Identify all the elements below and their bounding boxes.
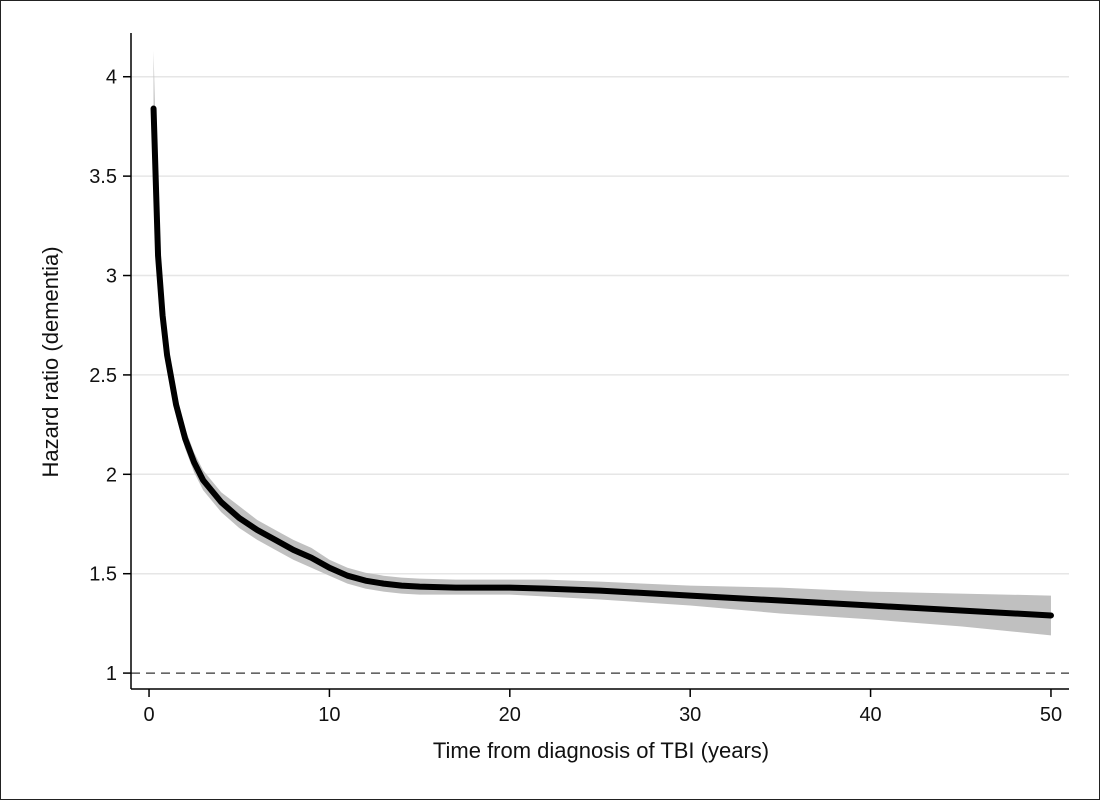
axis-layer: 11.522.533.540 10 20 30 40 50 xyxy=(89,33,1069,726)
series-line-layer xyxy=(150,105,1054,619)
x-tick-label-5: 50 xyxy=(1040,704,1062,726)
x-tick-label-3: 30 xyxy=(679,704,701,726)
y-tick-label-1: 1.5 xyxy=(89,564,117,586)
grid-layer xyxy=(131,75,1069,575)
y-tick-label-5: 3.5 xyxy=(89,166,117,188)
x-tick-label-0: 0 xyxy=(143,704,154,726)
x-tick-label-4: 40 xyxy=(859,704,881,726)
x-tick-label-2: 20 xyxy=(499,704,521,726)
y-tick-label-6: 4 xyxy=(106,67,117,89)
y-tick-label-3: 2.5 xyxy=(89,365,117,387)
y-tick-label-2: 2 xyxy=(106,464,117,486)
y-tick-label-4: 3 xyxy=(106,266,117,288)
x-tick-label-1: 10 xyxy=(318,704,340,726)
hazard-ratio-line xyxy=(150,105,1054,619)
y-axis-title: Hazard ratio (dementia) xyxy=(38,246,63,477)
y-tick-label-0: 1 xyxy=(106,663,117,685)
x-axis-title: Time from diagnosis of TBI (years) xyxy=(433,738,769,763)
